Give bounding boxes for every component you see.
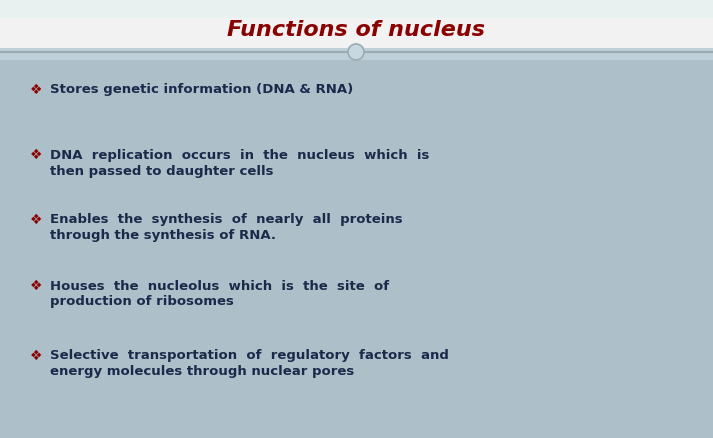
Text: Stores genetic information (DNA & RNA): Stores genetic information (DNA & RNA) [50, 84, 353, 96]
Bar [0, 48, 713, 438]
Bar [0, 0, 713, 18]
Text: ❖: ❖ [30, 148, 43, 162]
Text: Functions of nucleus: Functions of nucleus [227, 20, 485, 40]
Circle shape [348, 44, 364, 60]
Text: ❖: ❖ [30, 83, 43, 97]
Text: through the synthesis of RNA.: through the synthesis of RNA. [50, 230, 276, 243]
Text: Houses  the  nucleolus  which  is  the  site  of: Houses the nucleolus which is the site o… [50, 279, 389, 293]
Text: ❖: ❖ [30, 349, 43, 363]
Text: then passed to daughter cells: then passed to daughter cells [50, 165, 274, 177]
Text: energy molecules through nuclear pores: energy molecules through nuclear pores [50, 365, 354, 378]
Text: DNA  replication  occurs  in  the  nucleus  which  is: DNA replication occurs in the nucleus wh… [50, 148, 429, 162]
Text: production of ribosomes: production of ribosomes [50, 296, 234, 308]
Bar [0, 48, 713, 60]
Text: ❖: ❖ [30, 213, 43, 227]
Text: Selective  transportation  of  regulatory  factors  and: Selective transportation of regulatory f… [50, 350, 449, 363]
Text: ❖: ❖ [30, 279, 43, 293]
Bar [0, 0, 713, 53]
Text: Enables  the  synthesis  of  nearly  all  proteins: Enables the synthesis of nearly all prot… [50, 213, 403, 226]
